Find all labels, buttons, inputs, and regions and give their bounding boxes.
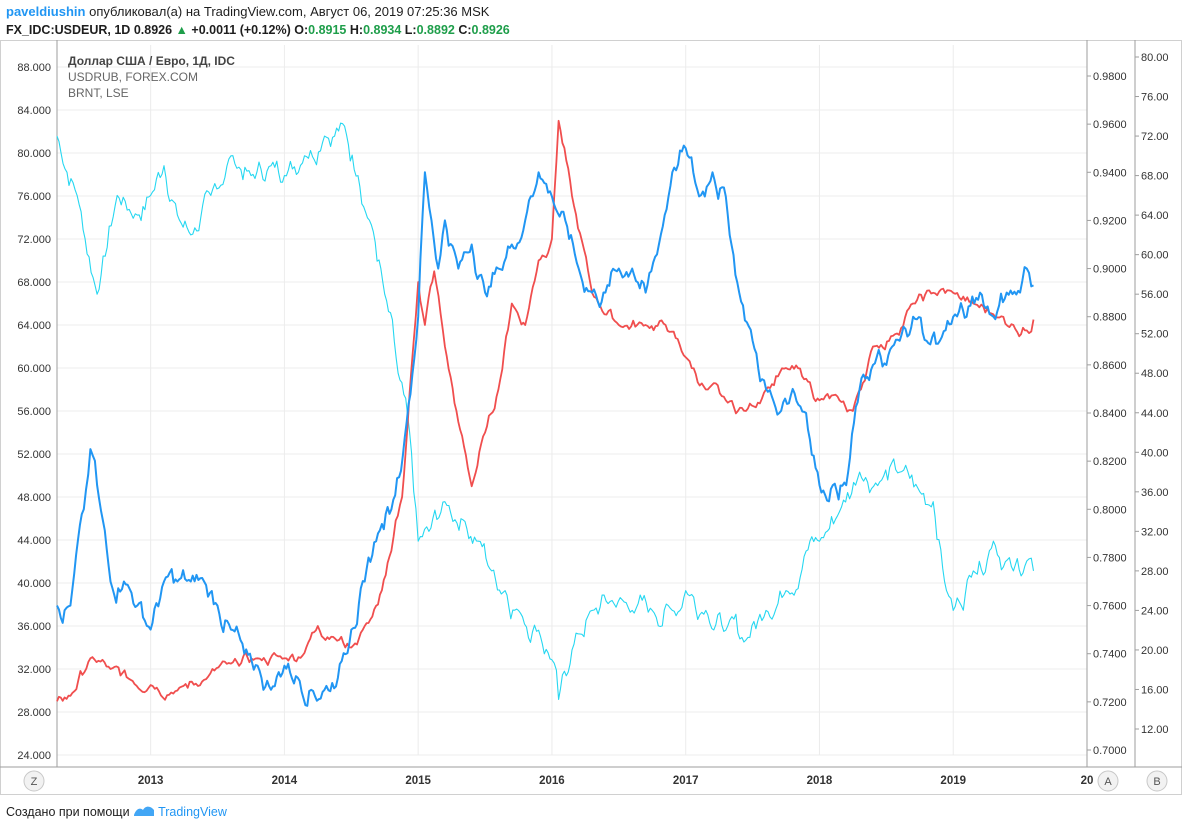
middle-axis-tick: 0.8200: [1093, 456, 1127, 468]
left-axis-tick: 56.000: [17, 406, 51, 418]
right-axis-tick: 76.00: [1141, 92, 1169, 104]
series-usdrub: [56, 119, 1035, 702]
left-axis-tick: 80.000: [17, 148, 51, 160]
right-axis-tick: 64.00: [1141, 210, 1169, 222]
auto-scale-button-label: A: [1104, 776, 1112, 788]
right-axis-tick: 80.00: [1141, 52, 1169, 64]
symbol-label: FX_IDC:USDEUR, 1D: [6, 23, 131, 37]
right-axis-tick: 32.00: [1141, 526, 1169, 538]
price-change: +0.0011 (+0.12%): [191, 23, 291, 37]
close-value: 0.8926: [471, 23, 510, 37]
middle-axis-tick: 0.8000: [1093, 504, 1127, 516]
left-axis-tick: 36.000: [17, 621, 51, 633]
right-axis-tick: 48.00: [1141, 368, 1169, 380]
low-label: L:: [404, 23, 417, 37]
axes: 24.000 28.000 32.000 36.000 40.000 44.000 48.0…: [0, 40, 1182, 787]
right-axis-tick: 44.00: [1141, 408, 1169, 420]
middle-axis-tick: 0.7200: [1093, 697, 1127, 709]
right-axis-tick: 20.00: [1141, 645, 1169, 657]
legend-entry: BRNT, LSE: [68, 86, 129, 100]
right-axis-tick: 68.00: [1141, 171, 1169, 183]
right-axis-tick: 52.00: [1141, 329, 1169, 341]
legend: Доллар США / Евро, 1Д, IDC USDRUB, FOREX.…: [68, 54, 235, 100]
log-scale-button[interactable]: [1146, 770, 1168, 792]
chart-canvas[interactable]: 24.000 28.000 32.000 36.000 40.000 44.000 48.0…: [0, 40, 1188, 798]
left-axis-tick: 52.000: [17, 449, 51, 461]
close-label: C:: [458, 23, 472, 37]
x-axis-tick: 2013: [138, 775, 164, 787]
left-axis-tick: 32.000: [17, 664, 51, 676]
author-link[interactable]: paveldiushin: [6, 4, 86, 19]
left-axis-tick: 28.000: [17, 707, 51, 719]
middle-axis-tick: 0.8600: [1093, 360, 1127, 372]
left-axis-tick: 40.000: [17, 578, 51, 590]
x-axis-tick: 2015: [405, 775, 431, 787]
left-axis-tick: 60.000: [17, 363, 51, 375]
low-value: 0.8892: [416, 23, 455, 37]
publish-line: paveldiushin опубликовал(а) на TradingVi…: [6, 3, 1182, 21]
zoom-reset-button-label: Z: [31, 776, 38, 788]
left-axis-tick: 72.000: [17, 234, 51, 246]
right-axis-tick: 36.00: [1141, 487, 1169, 499]
right-axis-tick: 56.00: [1141, 289, 1169, 301]
right-axis-tick: 72.00: [1141, 131, 1169, 143]
series-brnt: [56, 122, 1035, 700]
x-axis-tick: 2019: [940, 775, 966, 787]
tradingview-brand-link[interactable]: TradingView: [158, 805, 227, 819]
left-axis-tick: 48.000: [17, 492, 51, 504]
high-label: H:: [349, 23, 364, 37]
auto-scale-button[interactable]: [1097, 770, 1119, 792]
middle-axis-tick: 0.7600: [1093, 601, 1127, 613]
footer: Создано при помощи TradingView: [6, 804, 227, 819]
created-with-text: Создано при помощи: [6, 805, 130, 819]
right-axis-tick: 24.00: [1141, 605, 1169, 617]
series-usdeur: [56, 144, 1034, 707]
left-axis-tick: 84.000: [17, 105, 51, 117]
middle-axis-tick: 0.9000: [1093, 264, 1127, 276]
chart-header: paveldiushin опубликовал(а) на TradingVi…: [6, 3, 1182, 39]
left-axis-tick: 64.000: [17, 320, 51, 332]
legend-entry: Доллар США / Евро, 1Д, IDC: [68, 54, 235, 68]
zoom-reset-button[interactable]: [23, 770, 45, 792]
right-axis-tick: 16.00: [1141, 684, 1169, 696]
right-axis-tick: 60.00: [1141, 250, 1169, 262]
middle-axis-tick: 0.8800: [1093, 312, 1127, 324]
high-value: 0.8934: [363, 23, 402, 37]
left-axis-tick: 24.000: [17, 750, 51, 762]
left-axis-tick: 68.000: [17, 277, 51, 289]
x-axis-tick: 2016: [539, 775, 565, 787]
up-arrow-icon: ▲: [175, 23, 188, 37]
x-axis-tick: 2017: [673, 775, 699, 787]
series-layer: [56, 119, 1035, 707]
open-label: O:: [294, 23, 309, 37]
left-axis-tick: 88.000: [17, 62, 51, 74]
x-axis-tick: 2018: [807, 775, 833, 787]
published-text: опубликовал(а) на TradingView.com, Авгус…: [89, 4, 490, 19]
x-axis-tick: 20: [1081, 775, 1094, 787]
x-axis-tick: 2014: [272, 775, 298, 787]
middle-axis-tick: 0.9600: [1093, 119, 1127, 131]
tradingview-logo-icon: [134, 806, 155, 816]
middle-axis-tick: 0.7400: [1093, 649, 1127, 661]
middle-axis-tick: 0.9800: [1093, 71, 1127, 83]
ohlc-line: FX_IDC:USDEUR, 1D 0.8926 ▲ +0.0011 (+0.1…: [6, 21, 1182, 39]
middle-axis-tick: 0.7000: [1093, 745, 1127, 757]
log-scale-button-label: B: [1153, 776, 1160, 788]
chart-frame: [0, 40, 1182, 795]
middle-axis-tick: 0.8400: [1093, 408, 1127, 420]
last-price: 0.8926: [133, 23, 173, 37]
left-axis-tick: 44.000: [17, 535, 51, 547]
middle-axis-tick: 0.9400: [1093, 167, 1127, 179]
right-axis-tick: 12.00: [1141, 724, 1169, 736]
legend-entry: USDRUB, FOREX.COM: [68, 70, 198, 84]
middle-axis-tick: 0.9200: [1093, 215, 1127, 227]
middle-axis-tick: 0.7800: [1093, 552, 1127, 564]
open-value: 0.8915: [308, 23, 347, 37]
right-axis-tick: 40.00: [1141, 447, 1169, 459]
right-axis-tick: 28.00: [1141, 566, 1169, 578]
left-axis-tick: 76.000: [17, 191, 51, 203]
